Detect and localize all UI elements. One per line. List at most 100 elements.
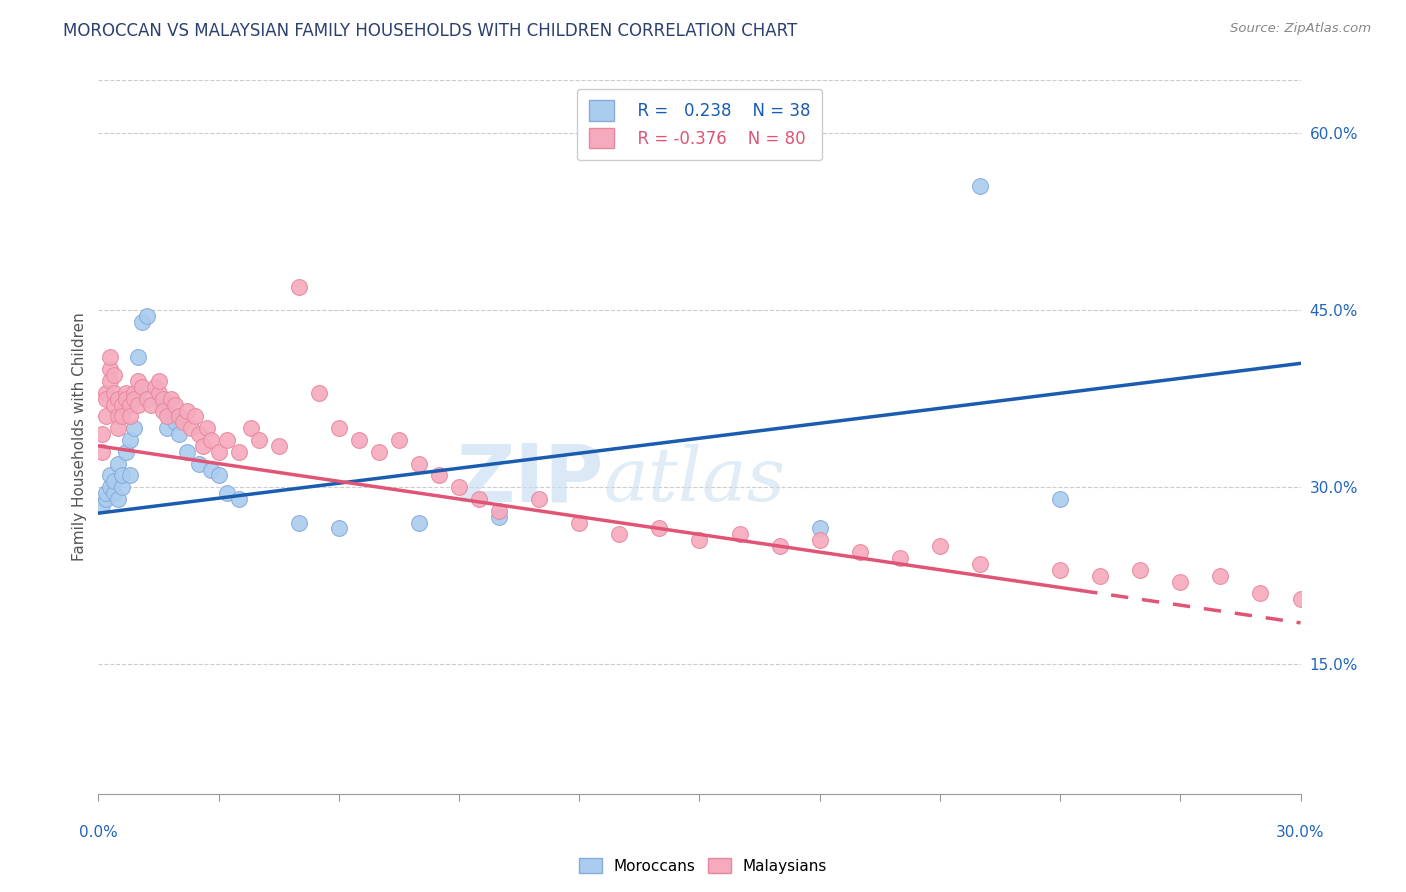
Point [1049,563,1071,577]
Point [152,403,174,417]
Point [328,421,350,435]
Point [180,421,202,435]
Point [128,398,150,412]
Point [159,392,181,406]
Point [148,374,170,388]
Point [728,527,751,541]
Point [1289,592,1312,607]
Point [408,516,430,530]
Point [115,445,138,459]
Point [267,439,290,453]
Point [91,427,114,442]
Point [529,491,551,506]
Text: Source: ZipAtlas.com: Source: ZipAtlas.com [1230,22,1371,36]
Point [96,385,118,400]
Point [148,392,170,406]
Point [131,315,153,329]
Y-axis label: Family Households with Children: Family Households with Children [72,313,87,561]
Point [111,480,134,494]
Point [288,516,311,530]
Point [139,398,162,412]
Point [447,480,470,494]
Point [128,351,150,365]
Point [124,385,146,400]
Point [152,392,174,406]
Point [124,392,146,406]
Point [128,385,150,400]
Point [689,533,711,548]
Point [131,380,153,394]
Point [120,409,142,424]
Point [187,457,209,471]
Point [100,480,122,494]
Point [969,557,991,571]
Point [100,468,122,483]
Point [172,415,194,429]
Text: ZIP: ZIP [456,441,603,519]
Point [107,421,129,435]
Point [159,409,181,424]
Point [128,374,150,388]
Point [239,421,262,435]
Point [308,385,330,400]
Point [96,392,118,406]
Point [100,362,122,376]
Point [208,445,231,459]
Point [969,179,991,194]
Point [228,445,250,459]
Point [143,380,166,394]
Point [929,539,952,553]
Legend:   R =   0.238    N = 38,   R = -0.376    N = 80: R = 0.238 N = 38, R = -0.376 N = 80 [576,88,823,160]
Point [769,539,792,553]
Point [115,385,138,400]
Point [889,551,911,566]
Point [1250,586,1272,600]
Point [107,392,129,406]
Point [648,521,671,535]
Point [111,398,134,412]
Point [208,468,231,483]
Text: 0.0%: 0.0% [79,825,118,840]
Point [191,439,214,453]
Point [195,421,218,435]
Point [347,433,370,447]
Point [568,516,591,530]
Point [135,392,157,406]
Point [103,475,125,489]
Point [427,468,450,483]
Point [91,498,114,512]
Point [1129,563,1152,577]
Point [183,409,205,424]
Point [247,433,270,447]
Point [215,433,238,447]
Point [167,409,190,424]
Point [103,385,125,400]
Text: atlas: atlas [603,443,786,516]
Point [115,392,138,406]
Point [1088,568,1111,582]
Point [288,279,311,293]
Point [167,427,190,442]
Point [368,445,391,459]
Point [103,368,125,383]
Point [124,421,146,435]
Point [120,468,142,483]
Point [155,409,177,424]
Point [849,545,872,559]
Point [163,398,186,412]
Point [111,409,134,424]
Point [100,351,122,365]
Point [1209,568,1232,582]
Point [1170,574,1192,589]
Point [408,457,430,471]
Point [488,504,510,518]
Point [808,533,831,548]
Point [107,491,129,506]
Point [152,398,174,412]
Point [91,445,114,459]
Point [176,445,198,459]
Point [107,457,129,471]
Point [163,415,186,429]
Point [103,486,125,500]
Point [388,433,411,447]
